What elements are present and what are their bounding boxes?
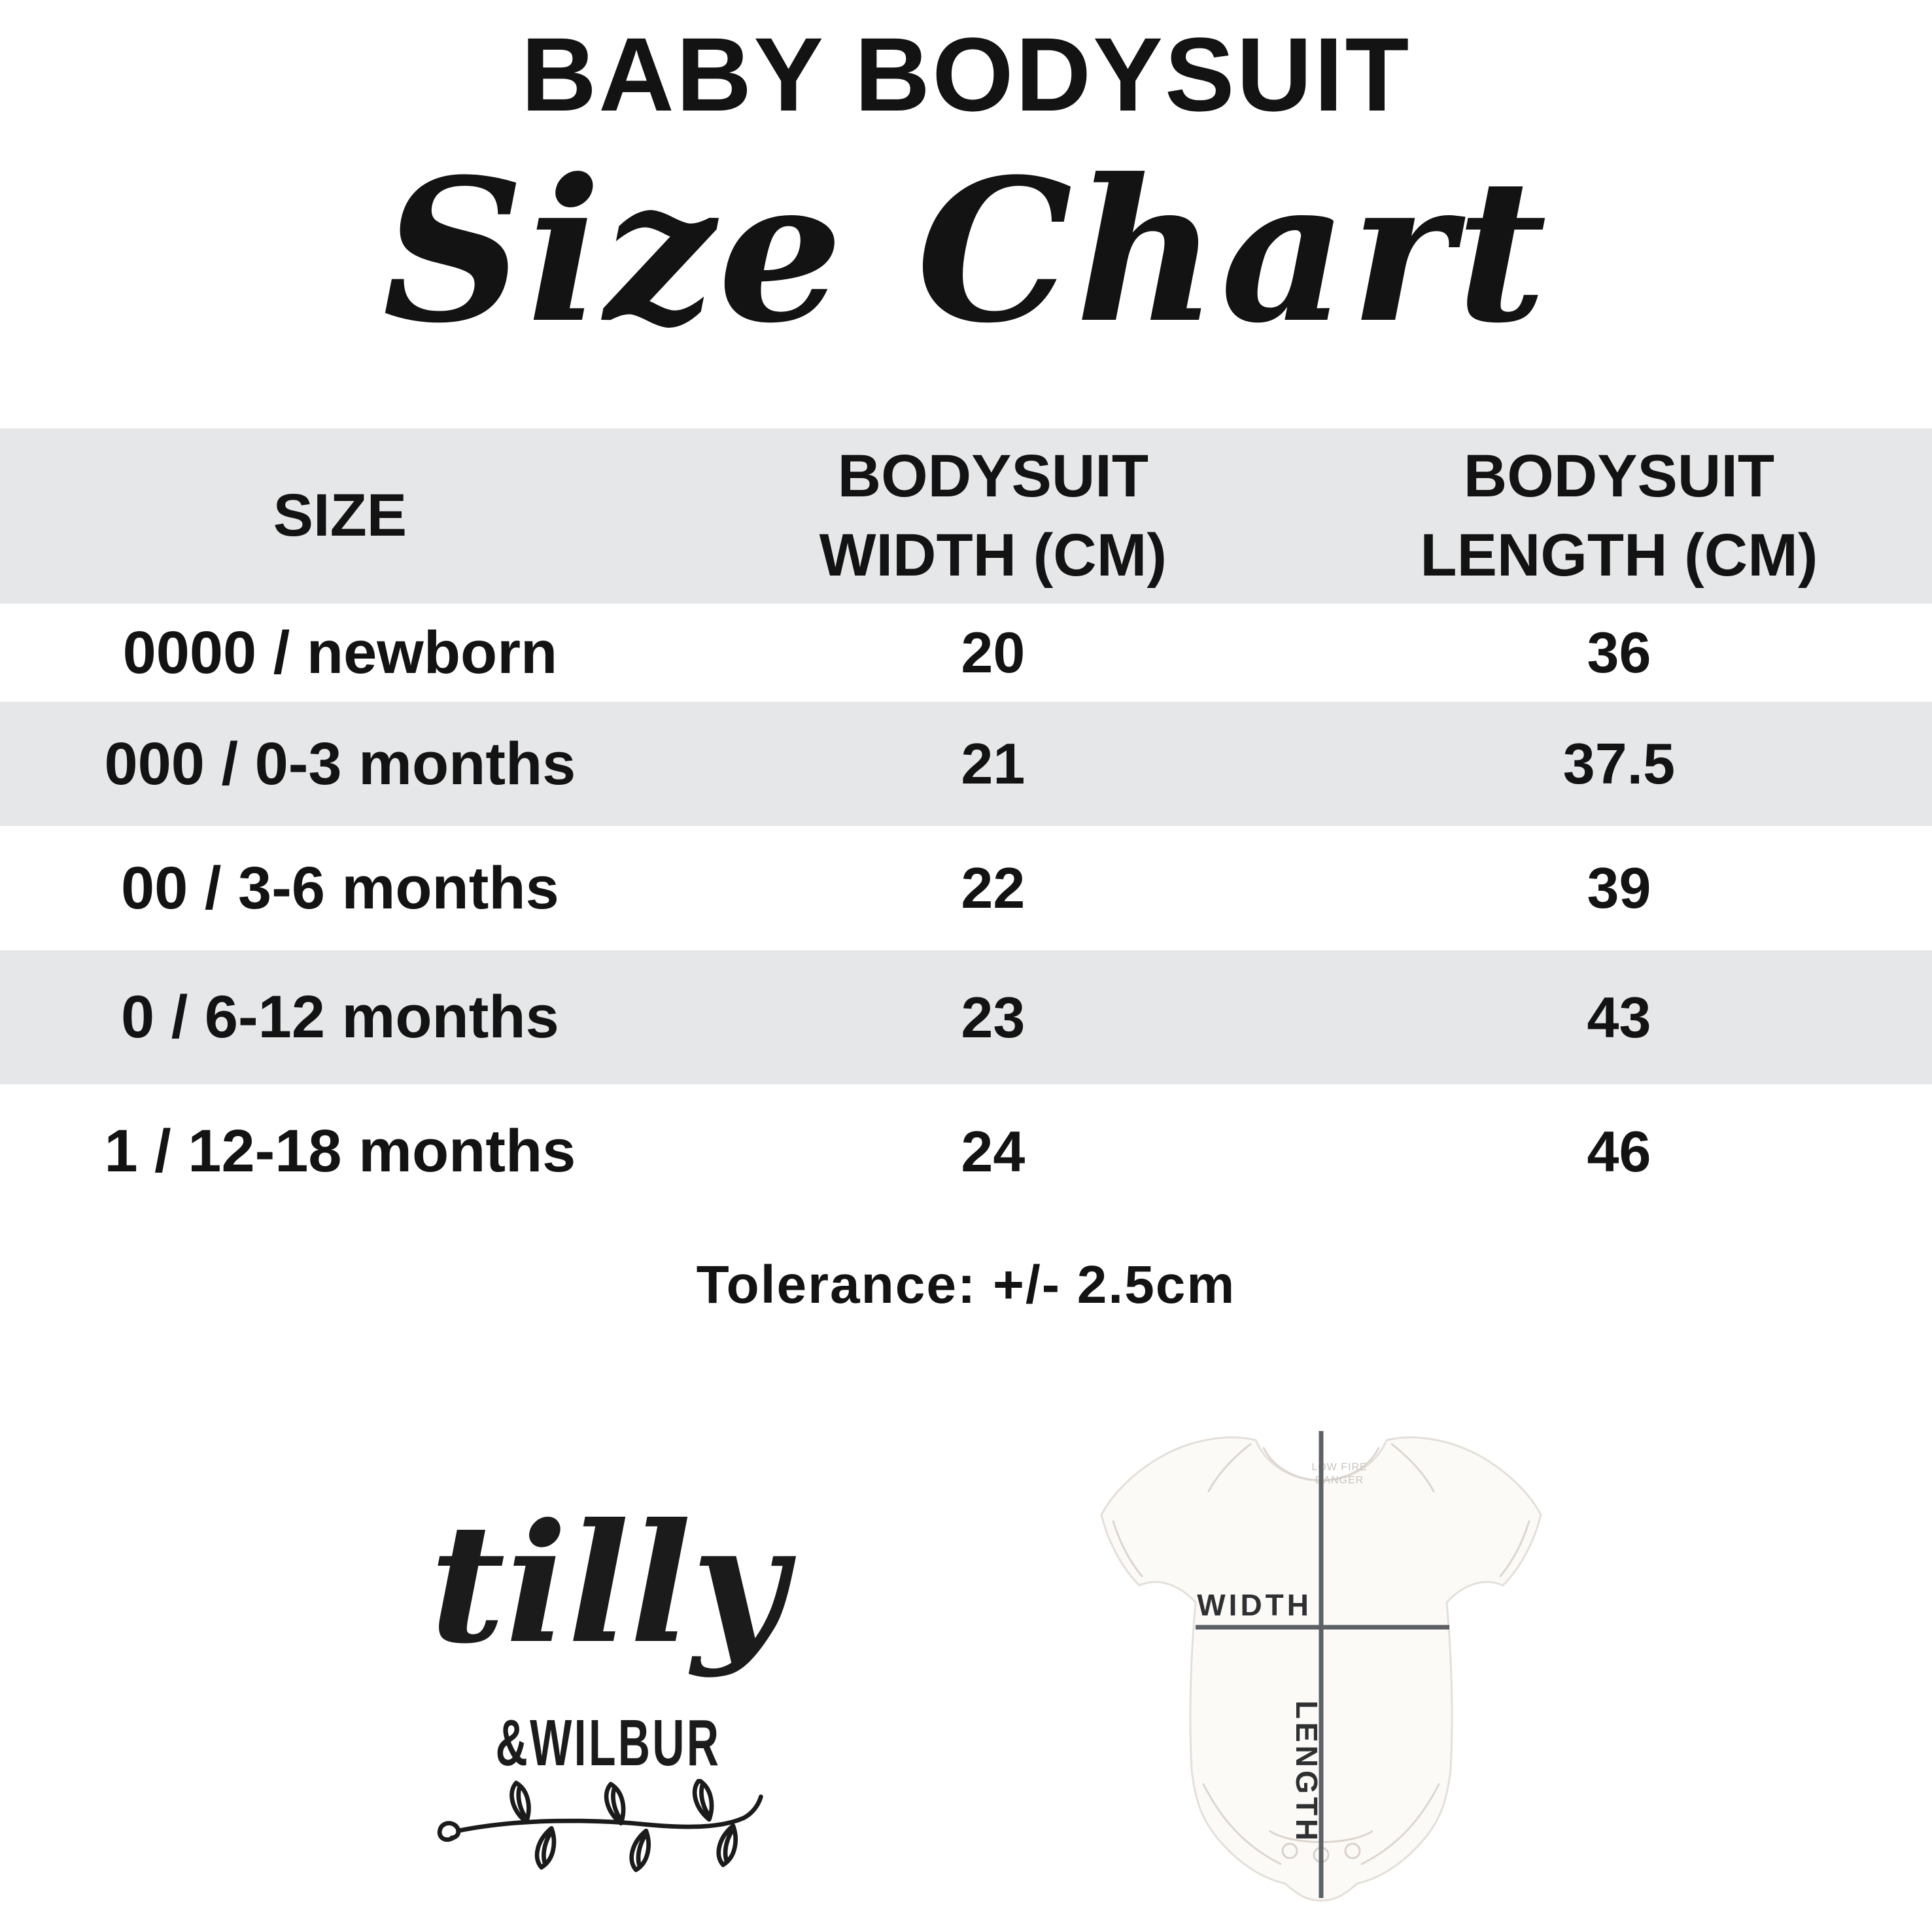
leg-binding-seam bbox=[1202, 1783, 1282, 1865]
bodysuit-measurement-diagram: LOW FIRE DANGER WIDTH LENGTH bbox=[1100, 1431, 1542, 1902]
measurement-lines bbox=[1196, 1431, 1449, 1898]
column-header-width-label: BODYSUIT WIDTH (CM) bbox=[819, 442, 1167, 589]
laurel-leaf bbox=[534, 1826, 557, 1870]
size-cell: 0 / 6-12 months bbox=[121, 984, 559, 1050]
brand-logo: tilly &WILBUR bbox=[405, 1498, 811, 1890]
table-row: 00 / 3-6 months 22 39 bbox=[0, 826, 1932, 950]
length-cell: 36 bbox=[1587, 620, 1651, 685]
brand-name-script: tilly bbox=[430, 1487, 787, 1680]
brand-name-caps: &WILBUR bbox=[495, 1706, 721, 1780]
sleeve-cuff-seam bbox=[1499, 1520, 1530, 1578]
length-cell: 37.5 bbox=[1562, 731, 1676, 796]
page-subtitle-script: Size Chart bbox=[382, 135, 1550, 366]
tolerance-note: Tolerance: +/- 2.5cm bbox=[696, 1255, 1236, 1315]
length-cell: 43 bbox=[1587, 984, 1651, 1050]
laurel-leaf-vein bbox=[699, 1783, 710, 1816]
column-header-size: SIZE bbox=[0, 428, 680, 604]
column-header-width: BODYSUIT WIDTH (CM) bbox=[680, 428, 1306, 604]
header-row: SIZE BODYSUIT WIDTH (CM) BODYSUIT LENGTH… bbox=[0, 428, 1932, 604]
table-row: 0 / 6-12 months 23 43 bbox=[0, 950, 1932, 1084]
laurel-stem bbox=[456, 1794, 763, 1833]
width-cell: 22 bbox=[961, 855, 1026, 920]
laurel-leaf bbox=[509, 1780, 531, 1825]
size-cell: 0000 / newborn bbox=[122, 619, 558, 686]
size-table-body: 0000 / newborn 20 36 000 / 0-3 months 21… bbox=[0, 604, 1932, 1218]
laurel-leaf-vein bbox=[611, 1787, 621, 1820]
laurel-leaf-vein bbox=[516, 1785, 527, 1818]
laurel-leaf bbox=[629, 1828, 651, 1872]
snap-button bbox=[1344, 1842, 1361, 1859]
laurel-leaf-vein bbox=[636, 1835, 647, 1867]
length-label: LENGTH bbox=[1290, 1700, 1324, 1844]
column-header-size-label: SIZE bbox=[273, 482, 407, 549]
size-cell: 000 / 0-3 months bbox=[104, 730, 576, 797]
laurel-branch-icon bbox=[437, 1779, 763, 1872]
size-cell: 1 / 12-18 months bbox=[104, 1118, 576, 1184]
column-header-length-label: BODYSUIT LENGTH (CM) bbox=[1420, 442, 1818, 589]
width-cell: 23 bbox=[961, 984, 1026, 1050]
snap-button bbox=[1281, 1842, 1298, 1859]
laurel-leaf bbox=[692, 1779, 714, 1822]
width-label: WIDTH bbox=[1197, 1588, 1312, 1622]
width-cell: 20 bbox=[961, 620, 1026, 685]
leg-binding-seam bbox=[1360, 1783, 1440, 1865]
length-cell: 46 bbox=[1587, 1118, 1651, 1184]
size-table: SIZE BODYSUIT WIDTH (CM) BODYSUIT LENGTH… bbox=[0, 428, 1932, 1218]
table-row: 000 / 0-3 months 21 37.5 bbox=[0, 702, 1932, 826]
size-cell: 00 / 3-6 months bbox=[121, 854, 559, 922]
width-cell: 24 bbox=[961, 1118, 1026, 1184]
column-header-length: BODYSUIT LENGTH (CM) bbox=[1306, 428, 1932, 604]
table-row: 0000 / newborn 20 36 bbox=[0, 604, 1932, 702]
length-cell: 39 bbox=[1587, 855, 1651, 920]
shoulder-lap-seam bbox=[1390, 1443, 1435, 1492]
width-cell: 21 bbox=[961, 731, 1026, 796]
table-row: 1 / 12-18 months 24 46 bbox=[0, 1084, 1932, 1218]
page-title: BABY BODYSUIT bbox=[521, 16, 1411, 133]
laurel-stem-curl bbox=[437, 1821, 461, 1842]
laurel-leaf-vein bbox=[723, 1829, 734, 1862]
size-table-header: SIZE BODYSUIT WIDTH (CM) BODYSUIT LENGTH… bbox=[0, 428, 1932, 604]
sleeve-cuff-seam bbox=[1112, 1520, 1143, 1578]
neck-tag-text: DANGER bbox=[1315, 1475, 1364, 1486]
laurel-leaf bbox=[604, 1782, 626, 1826]
shoulder-lap-seam bbox=[1207, 1443, 1252, 1492]
neck-tag-text: LOW FIRE bbox=[1311, 1462, 1367, 1473]
laurel-leaf bbox=[716, 1823, 738, 1867]
laurel-leaf-vein bbox=[541, 1832, 552, 1865]
